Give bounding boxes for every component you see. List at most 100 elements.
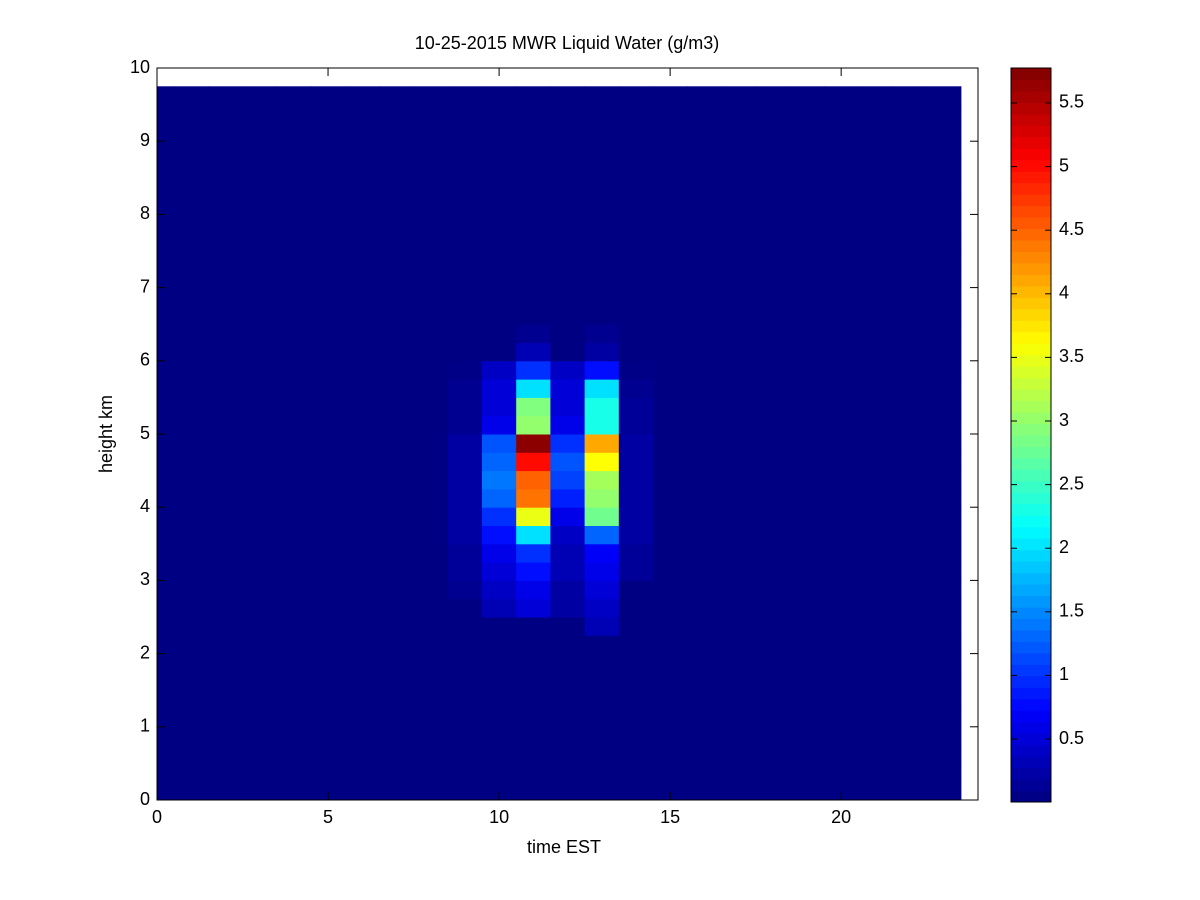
- heatmap-cell: [242, 726, 278, 746]
- heatmap-cell: [755, 690, 791, 709]
- heatmap-cell: [584, 342, 620, 362]
- heatmap-cell: [276, 507, 312, 526]
- heatmap-cell: [345, 287, 380, 307]
- heatmap-cell: [276, 543, 312, 563]
- heatmap-cell: [550, 763, 586, 783]
- heatmap-cell: [858, 360, 893, 380]
- heatmap-cell: [379, 305, 415, 325]
- heatmap-cell: [481, 745, 517, 764]
- heatmap-cell: [157, 562, 175, 581]
- heatmap-cell: [584, 690, 620, 709]
- heatmap-cell: [447, 251, 483, 270]
- heatmap-cell: [618, 214, 654, 234]
- heatmap-cell: [174, 763, 209, 783]
- heatmap-cell: [276, 397, 312, 417]
- heatmap-cell: [208, 232, 244, 252]
- heatmap-cell: [824, 708, 859, 728]
- heatmap-cell: [584, 415, 620, 435]
- heatmap-cell: [310, 507, 346, 526]
- colorbar-segment: [1011, 790, 1051, 803]
- colorbar-segment: [1011, 652, 1051, 665]
- y-tick-label: 4: [140, 496, 150, 516]
- heatmap-cell: [276, 781, 312, 801]
- heatmap-cell: [379, 635, 415, 655]
- heatmap-cell: [413, 141, 449, 160]
- heatmap-cell: [789, 251, 825, 270]
- heatmap-cell: [345, 379, 380, 398]
- heatmap-cell: [653, 251, 688, 270]
- heatmap-cell: [447, 379, 483, 398]
- heatmap-cell: [310, 305, 346, 325]
- heatmap-cell: [242, 671, 278, 691]
- heatmap-cell: [447, 690, 483, 709]
- heatmap-cell: [157, 617, 175, 636]
- heatmap-cell: [755, 214, 791, 234]
- heatmap-cell: [926, 177, 962, 197]
- x-tick-label: 0: [152, 807, 162, 827]
- heatmap-cell: [208, 360, 244, 380]
- heatmap-cell: [413, 251, 449, 270]
- heatmap-cell: [413, 324, 449, 343]
- heatmap-cell: [242, 141, 278, 160]
- heatmap-cell: [789, 397, 825, 417]
- heatmap-cell: [824, 470, 859, 490]
- heatmap-cell: [892, 617, 928, 636]
- heatmap-cell: [858, 196, 893, 215]
- heatmap-cell: [276, 379, 312, 398]
- heatmap-cell: [481, 726, 517, 746]
- heatmap-cell: [242, 287, 278, 307]
- heatmap-cell: [892, 653, 928, 673]
- colorbar-segment: [1011, 320, 1051, 333]
- heatmap-cell: [824, 379, 859, 398]
- heatmap-cell: [345, 470, 380, 490]
- heatmap-cell: [721, 251, 757, 270]
- heatmap-cell: [157, 324, 175, 343]
- colorbar-segment: [1011, 618, 1051, 631]
- heatmap-cell: [516, 86, 551, 106]
- heatmap-cell: [345, 104, 380, 124]
- heatmap-cell: [157, 434, 175, 453]
- heatmap-cell: [789, 269, 825, 289]
- colorbar-segment: [1011, 228, 1051, 241]
- heatmap-cell: [653, 269, 688, 289]
- heatmap-cell: [157, 653, 175, 673]
- heatmap-cell: [157, 690, 175, 709]
- heatmap-cell: [550, 690, 586, 709]
- heatmap-cell: [481, 470, 517, 490]
- heatmap-cell: [789, 488, 825, 508]
- heatmap-cell: [584, 177, 620, 197]
- heatmap-cell: [858, 598, 893, 618]
- heatmap-cell: [789, 159, 825, 179]
- colorbar-segment: [1011, 435, 1051, 447]
- heatmap-cell: [413, 617, 449, 636]
- heatmap-cell: [208, 305, 244, 325]
- heatmap-cell: [242, 745, 278, 764]
- heatmap-cell: [618, 232, 654, 252]
- heatmap-cell: [276, 287, 312, 307]
- heatmap: [157, 86, 962, 801]
- heatmap-cell: [824, 324, 859, 343]
- heatmap-cell: [157, 269, 175, 289]
- heatmap-cell: [516, 525, 551, 545]
- heatmap-cell: [824, 671, 859, 691]
- heatmap-cell: [447, 122, 483, 142]
- heatmap-cell: [755, 415, 791, 435]
- heatmap-cell: [550, 342, 586, 362]
- heatmap-cell: [345, 671, 380, 691]
- heatmap-cell: [208, 708, 244, 728]
- heatmap-cell: [174, 122, 209, 142]
- colorbar-segment: [1011, 194, 1051, 207]
- colorbar-segment: [1011, 492, 1051, 505]
- heatmap-cell: [174, 434, 209, 453]
- heatmap-cell: [687, 726, 722, 746]
- heatmap-cell: [345, 122, 380, 142]
- heatmap-cell: [926, 598, 962, 618]
- heatmap-cell: [824, 287, 859, 307]
- colorbar-segment: [1011, 664, 1051, 677]
- heatmap-cell: [824, 617, 859, 636]
- heatmap-cell: [653, 543, 688, 563]
- heatmap-cell: [858, 763, 893, 783]
- heatmap-cell: [858, 543, 893, 563]
- heatmap-cell: [208, 86, 244, 106]
- heatmap-cell: [858, 122, 893, 142]
